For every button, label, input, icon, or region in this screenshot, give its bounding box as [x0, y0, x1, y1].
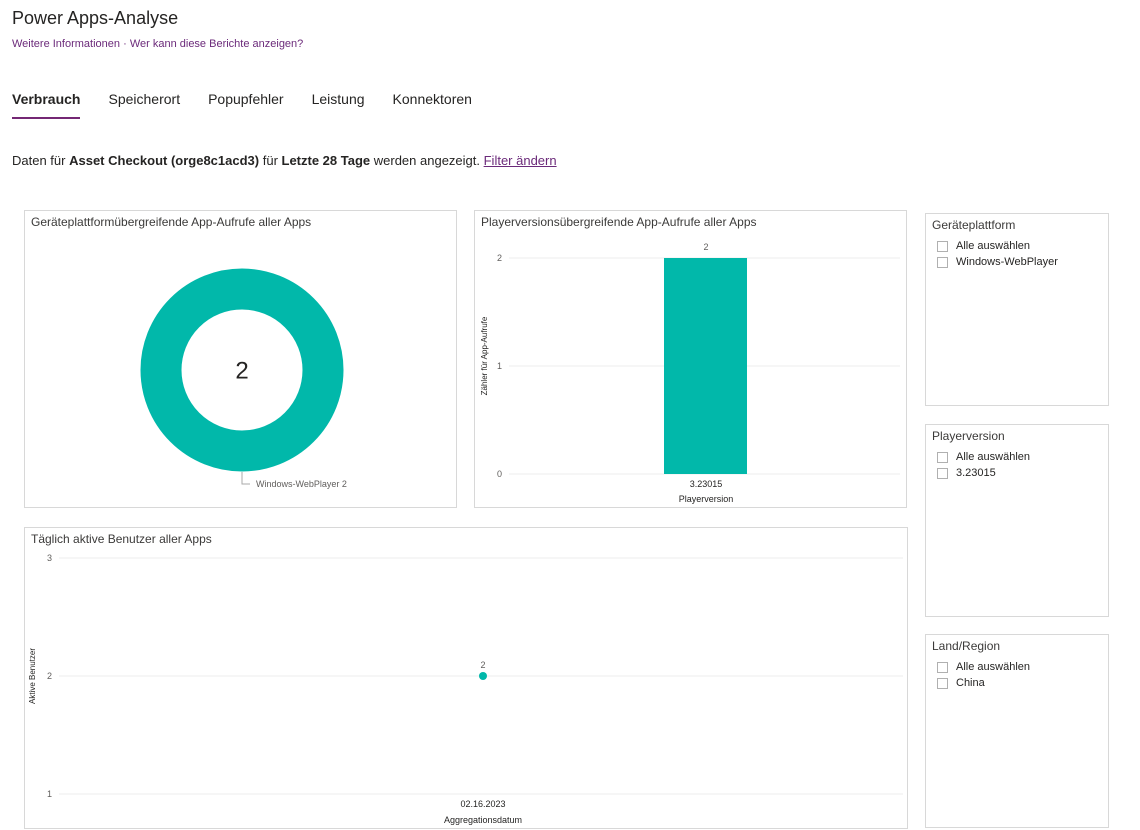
- info-range: Letzte 28 Tage: [281, 153, 371, 168]
- bar-x-tick: 3.23015: [690, 479, 723, 489]
- bar-y-tick-1: 1: [497, 361, 502, 371]
- slicer-item-label: Alle auswählen: [956, 451, 1030, 463]
- slicer-region-title: Land/Region: [932, 639, 1001, 653]
- line-x-tick: 02.16.2023: [460, 799, 505, 809]
- tab-popupfehler[interactable]: Popupfehler: [208, 91, 284, 107]
- slicer-platform-title: Geräteplattform: [932, 218, 1016, 232]
- slicer-player-3-23015[interactable]: 3.23015: [937, 467, 996, 479]
- donut-chart-panel: Geräteplattformübergreifende App-Aufrufe…: [24, 210, 457, 508]
- slicer-player-select-all[interactable]: Alle auswählen: [937, 451, 1030, 463]
- slicer-item-label: Alle auswählen: [956, 240, 1030, 252]
- checkbox-icon[interactable]: [937, 661, 948, 673]
- slicer-item-label: China: [956, 677, 985, 689]
- donut-center-value: 2: [235, 357, 248, 384]
- line-y-tick-2: 2: [47, 671, 52, 681]
- slicer-player-title: Playerversion: [932, 429, 1005, 443]
- slicer-platform-select-all[interactable]: Alle auswählen: [937, 240, 1030, 252]
- slicer-item-label: Windows-WebPlayer: [956, 256, 1058, 268]
- change-filter-link[interactable]: Filter ändern: [483, 153, 557, 168]
- slicer-platform-windows-webplayer[interactable]: Windows-WebPlayer: [937, 256, 1058, 268]
- line-y-axis-label: Aktive Benutzer: [28, 648, 37, 704]
- report-tabs: Verbrauch Speicherort Popupfehler Leistu…: [12, 91, 500, 119]
- header-links: Weitere Informationen · Wer kann diese B…: [12, 38, 303, 50]
- bar-y-axis-label: Zähler für App-Aufrufe: [480, 316, 489, 395]
- bar-chart-panel: Playerversionsübergreifende App-Aufrufe …: [474, 210, 907, 508]
- bar-y-tick-0: 0: [497, 469, 502, 479]
- donut-legend-leader: [241, 472, 250, 485]
- link-separator: ·: [123, 38, 127, 50]
- tab-speicherort[interactable]: Speicherort: [108, 91, 181, 107]
- slicer-platform: Geräteplattform Alle auswählen Windows-W…: [925, 213, 1109, 406]
- slicer-item-label: Alle auswählen: [956, 661, 1030, 673]
- line-y-tick-3: 3: [47, 553, 52, 563]
- slicer-region: Land/Region Alle auswählen China: [925, 634, 1109, 828]
- bar-y-tick-2: 2: [497, 253, 502, 263]
- bar-chart: 2 1 0 Zähler für App-Aufrufe 2 3.23015 P…: [480, 242, 900, 504]
- donut-legend-label: Windows-WebPlayer 2: [256, 479, 347, 489]
- line-data-point[interactable]: [479, 672, 487, 680]
- who-can-see-link[interactable]: Wer kann diese Berichte anzeigen?: [129, 38, 304, 50]
- tab-verbrauch[interactable]: Verbrauch: [12, 91, 81, 119]
- checkbox-icon[interactable]: [937, 240, 948, 252]
- line-y-tick-1: 1: [47, 789, 52, 799]
- donut-slice-windows-webplayer[interactable]: [140, 268, 344, 472]
- bar-x-axis-label: Playerversion: [679, 494, 734, 504]
- info-prefix: Daten für: [12, 153, 70, 168]
- line-x-axis-label: Aggregationsdatum: [444, 815, 522, 825]
- line-chart-panel: Täglich aktive Benutzer aller Apps 3 2 1…: [24, 527, 908, 829]
- slicer-region-select-all[interactable]: Alle auswählen: [937, 661, 1030, 673]
- donut-chart-title: Geräteplattformübergreifende App-Aufrufe…: [31, 215, 312, 229]
- more-info-link[interactable]: Weitere Informationen: [12, 38, 121, 50]
- info-suffix: werden angezeigt.: [370, 153, 484, 168]
- donut-chart: 2 Windows-WebPlayer 2: [140, 268, 347, 489]
- slicer-item-label: 3.23015: [956, 467, 996, 479]
- checkbox-icon[interactable]: [937, 677, 948, 689]
- filter-info: Daten für Asset Checkout (orge8c1acd3) f…: [12, 153, 557, 168]
- info-app: Asset Checkout (orge8c1acd3): [69, 153, 260, 168]
- slicer-player-version: Playerversion Alle auswählen 3.23015: [925, 424, 1109, 617]
- tab-leistung[interactable]: Leistung: [311, 91, 365, 107]
- bar-data-label: 2: [703, 242, 708, 252]
- line-chart: 3 2 1 Aktive Benutzer 2 02.16.2023 Aggre…: [28, 553, 903, 825]
- info-mid: für: [259, 153, 282, 168]
- slicer-region-china[interactable]: China: [937, 677, 985, 689]
- page-title: Power Apps-Analyse: [12, 8, 179, 28]
- tab-konnektoren[interactable]: Konnektoren: [392, 91, 472, 107]
- bar-3-23015[interactable]: [664, 258, 747, 474]
- checkbox-icon[interactable]: [937, 451, 948, 463]
- checkbox-icon[interactable]: [937, 256, 948, 268]
- checkbox-icon[interactable]: [937, 467, 948, 479]
- bar-chart-title: Playerversionsübergreifende App-Aufrufe …: [481, 215, 757, 229]
- line-data-label: 2: [480, 660, 485, 670]
- line-chart-title: Täglich aktive Benutzer aller Apps: [31, 532, 212, 546]
